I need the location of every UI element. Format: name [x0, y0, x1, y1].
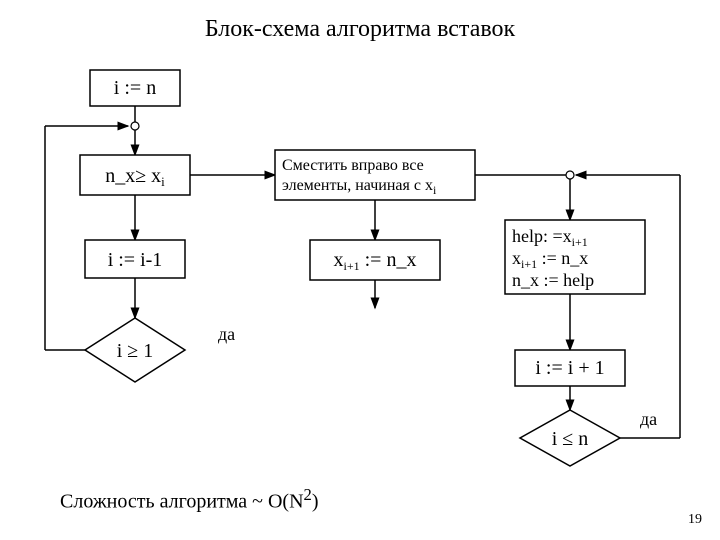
node-increment: i := i + 1	[535, 357, 604, 379]
page-title: Блок-схема алгоритма вставок	[0, 16, 720, 43]
page-number: 19	[688, 512, 702, 528]
node-help-l3: n_x := help	[512, 270, 594, 290]
node-cond-i-le-n: i ≤ n	[552, 428, 589, 450]
node-decrement: i := i-1	[108, 249, 163, 271]
node-compare: n_x≥ xi	[105, 165, 165, 189]
node-shift-l1: Сместить вправо все	[282, 157, 424, 174]
label-yes-1: да	[218, 324, 235, 344]
label-yes-2: да	[640, 409, 657, 429]
flowchart: i := n n_x≥ xi i := i-1 i ≥ 1 да Сместит…	[0, 0, 720, 540]
node-cond-i-ge-1: i ≥ 1	[117, 340, 154, 362]
node-init: i := n	[114, 77, 156, 99]
complexity-text: Сложность алгоритма ~ O(N2)	[60, 485, 319, 514]
